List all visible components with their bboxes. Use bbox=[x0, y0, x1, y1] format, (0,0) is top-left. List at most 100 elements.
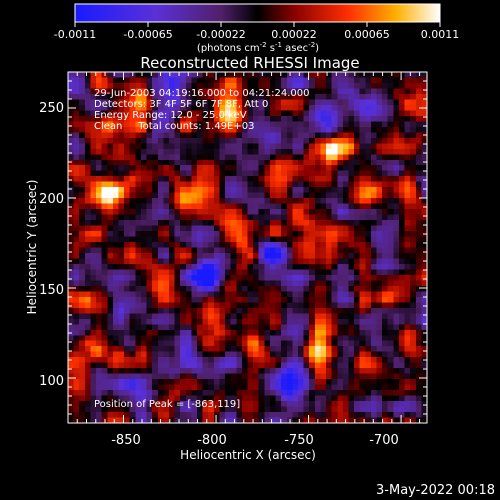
heatmap-cell bbox=[191, 88, 198, 95]
heatmap-cell bbox=[359, 368, 366, 375]
heatmap-cell bbox=[421, 159, 427, 166]
heatmap-cell bbox=[112, 258, 120, 265]
heatmap-cell bbox=[129, 110, 136, 117]
heatmap-cell bbox=[152, 148, 159, 155]
heatmap-cell bbox=[174, 357, 181, 364]
heatmap-cell bbox=[404, 209, 411, 216]
heatmap-cell bbox=[337, 126, 344, 133]
heatmap-cell bbox=[146, 110, 153, 117]
heatmap-cell bbox=[118, 291, 125, 298]
heatmap-cell bbox=[90, 137, 97, 144]
heatmap-cell bbox=[258, 291, 265, 298]
heatmap-cell bbox=[157, 148, 164, 155]
heatmap-cell bbox=[247, 412, 254, 419]
heatmap-cell bbox=[398, 214, 406, 221]
heatmap-cell bbox=[140, 170, 148, 177]
heatmap-cell bbox=[421, 143, 427, 150]
heatmap-cell bbox=[286, 384, 293, 391]
heatmap-cell bbox=[421, 115, 427, 122]
heatmap-cell bbox=[124, 132, 131, 139]
heatmap-cell bbox=[96, 181, 103, 188]
heatmap-cell bbox=[101, 302, 108, 309]
heatmap-cell bbox=[163, 93, 170, 101]
heatmap-cell bbox=[269, 165, 277, 172]
heatmap-cell bbox=[365, 137, 372, 144]
heatmap-cell bbox=[73, 390, 80, 397]
heatmap-cell bbox=[410, 362, 417, 369]
heatmap-cell bbox=[410, 412, 417, 419]
heatmap-cell bbox=[79, 252, 86, 260]
heatmap-cell bbox=[191, 280, 198, 287]
heatmap-cell bbox=[140, 198, 148, 205]
heatmap-cell bbox=[404, 401, 411, 408]
heatmap-cell bbox=[264, 329, 271, 336]
heatmap-cell bbox=[326, 209, 333, 216]
heatmap-cell bbox=[129, 82, 136, 90]
heatmap-cell bbox=[197, 313, 204, 320]
heatmap-cell bbox=[225, 132, 232, 139]
heatmap-cell bbox=[398, 159, 406, 166]
heatmap-cell bbox=[387, 148, 394, 155]
heatmap-cell bbox=[393, 176, 400, 183]
heatmap-cell bbox=[230, 274, 237, 281]
heatmap-cell bbox=[393, 121, 400, 128]
heatmap-cell bbox=[382, 198, 389, 205]
heatmap-cell bbox=[359, 379, 366, 386]
heatmap-cell bbox=[281, 390, 288, 397]
heatmap-cell bbox=[213, 176, 221, 183]
heatmap-cell bbox=[421, 88, 427, 95]
heatmap-cell bbox=[213, 417, 221, 423]
heatmap-cell bbox=[382, 187, 389, 194]
heatmap-cell bbox=[365, 313, 372, 320]
heatmap-cell bbox=[421, 384, 427, 391]
heatmap-cell bbox=[398, 335, 406, 342]
heatmap-cell bbox=[404, 384, 411, 391]
heatmap-cell bbox=[359, 187, 366, 194]
heatmap-cell bbox=[219, 93, 226, 101]
heatmap-cell bbox=[168, 258, 176, 265]
heatmap-cell bbox=[309, 110, 316, 117]
heatmap-cell bbox=[370, 351, 378, 358]
heatmap-cell bbox=[269, 137, 277, 144]
heatmap-cell bbox=[326, 187, 333, 194]
heatmap-cell bbox=[112, 176, 120, 183]
heatmap-cell bbox=[264, 346, 271, 353]
heatmap-cell bbox=[348, 187, 355, 194]
heatmap-cell bbox=[157, 379, 164, 386]
heatmap-cell bbox=[96, 236, 103, 243]
heatmap-cell bbox=[415, 247, 422, 254]
heatmap-cell bbox=[129, 296, 136, 303]
heatmap-cell bbox=[129, 126, 136, 133]
heatmap-cell bbox=[376, 115, 383, 122]
heatmap-cell bbox=[68, 296, 75, 303]
heatmap-cell bbox=[168, 93, 176, 101]
heatmap-cell bbox=[191, 247, 198, 254]
heatmap-cell bbox=[191, 340, 198, 347]
heatmap-cell bbox=[79, 247, 86, 254]
heatmap-cell bbox=[118, 165, 125, 172]
heatmap-cell bbox=[258, 154, 265, 161]
heatmap-cell bbox=[253, 126, 260, 133]
heatmap-cell bbox=[79, 72, 86, 79]
heatmap-cell bbox=[236, 296, 243, 303]
heatmap-cell bbox=[415, 121, 422, 128]
heatmap-cell bbox=[404, 132, 411, 139]
heatmap-cell bbox=[90, 143, 97, 150]
heatmap-cell bbox=[365, 247, 372, 254]
heatmap-cell bbox=[348, 225, 355, 232]
heatmap-cell bbox=[73, 362, 80, 369]
heatmap-cell bbox=[185, 335, 193, 342]
heatmap-cell bbox=[376, 187, 383, 194]
heatmap-cell bbox=[281, 318, 288, 325]
heatmap-cell bbox=[398, 269, 406, 276]
heatmap-cell bbox=[410, 379, 417, 386]
heatmap-cell bbox=[84, 104, 92, 111]
heatmap-cell bbox=[124, 165, 131, 172]
heatmap-cell bbox=[247, 242, 254, 249]
heatmap-cell bbox=[365, 99, 372, 106]
heatmap-cell bbox=[269, 346, 277, 353]
heatmap-cell bbox=[331, 269, 338, 276]
heatmap-cell bbox=[264, 379, 271, 386]
heatmap-cell bbox=[264, 324, 271, 331]
